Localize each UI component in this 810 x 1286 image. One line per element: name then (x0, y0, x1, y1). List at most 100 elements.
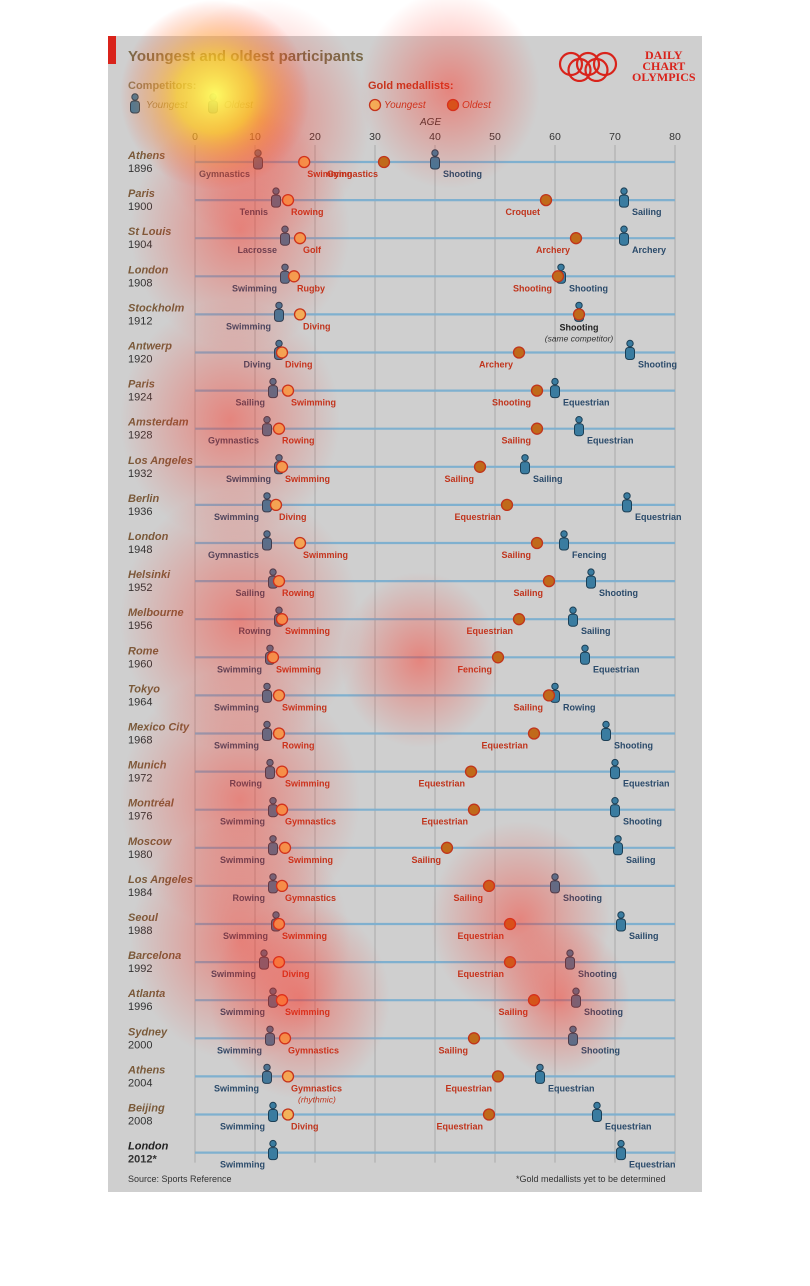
person-body (616, 1147, 626, 1161)
gold-youngest-sport: Swimming (285, 474, 330, 484)
gold-youngest-marker (275, 460, 289, 473)
competitor-youngest-sport: Swimming (232, 283, 277, 293)
city-label: Helsinki (128, 569, 171, 581)
gold-youngest-marker (293, 308, 307, 321)
year-label: 1924 (128, 392, 152, 404)
competitor-youngest-sport: Swimming (214, 1083, 259, 1093)
person-body (610, 804, 620, 818)
competitor-oldest-marker (568, 606, 578, 627)
person-body (268, 1109, 278, 1122)
gold-youngest-marker (272, 574, 286, 588)
competitor-oldest-sport: Shooting (584, 1007, 623, 1017)
person-body (568, 1032, 578, 1046)
person-head (269, 873, 277, 881)
competitor-youngest-sport: Swimming (217, 664, 262, 674)
gold-oldest-marker (482, 1108, 496, 1121)
gold-youngest-sport: Diving (279, 512, 307, 522)
person-body (268, 385, 278, 399)
city-label: St Louis (128, 226, 171, 238)
city-label: Los Angeles (128, 455, 193, 467)
competitor-youngest-marker (262, 1063, 272, 1084)
gold-oldest-sport: Sailing (513, 702, 543, 712)
gold-oldest-sport: Equestrian (457, 969, 504, 979)
gold-youngest-marker (275, 346, 289, 359)
gold-oldest-marker (467, 803, 481, 816)
gold-youngest-marker (275, 879, 289, 893)
competitor-youngest-marker (271, 187, 281, 208)
person-head (281, 225, 289, 233)
city-label: Berlin (128, 493, 159, 505)
gold-youngest-sport: Swimming (285, 779, 330, 789)
gold-youngest-marker (281, 1070, 295, 1083)
competitor-oldest-marker (613, 835, 623, 856)
competitor-youngest-sport: Tennis (240, 207, 268, 217)
competitor-oldest-sport: Shooting (623, 817, 662, 827)
competitor-youngest-sport: Swimming (220, 855, 265, 865)
competitor-oldest-sport: Shooting (581, 1045, 620, 1055)
year-label: 1968 (128, 735, 152, 747)
city-label: Los Angeles (128, 874, 193, 886)
gold-oldest-sport: Gymnastics (327, 169, 378, 179)
gold-oldest-sport: Equestrian (418, 779, 465, 789)
person-body (550, 385, 560, 399)
competitor-youngest-marker (265, 1025, 275, 1046)
person-head (263, 416, 271, 424)
gold-youngest-marker (281, 384, 295, 397)
person-body (535, 1070, 545, 1084)
person-body (619, 194, 629, 208)
accent-bar (108, 36, 116, 64)
gold-youngest-marker (272, 955, 286, 969)
person-head (131, 93, 139, 101)
gold-youngest-sport: Swimming (291, 398, 336, 408)
city-label: Montréal (128, 798, 175, 810)
person-head (275, 454, 283, 462)
gold-youngest-sport: Diving (303, 321, 331, 331)
competitor-youngest-marker (262, 530, 272, 551)
person-head (209, 93, 217, 101)
year-label: 2012* (128, 1154, 157, 1166)
year-label: 1980 (128, 849, 152, 861)
gold-oldest-marker (572, 308, 586, 321)
gold-youngest-marker (293, 232, 307, 245)
competitor-youngest-marker (274, 301, 284, 322)
person-head (254, 149, 262, 157)
daily-chart-logo-text: DAILY CHART OLYMPICS (632, 49, 696, 83)
competitor-youngest-sport: Sailing (235, 588, 265, 598)
year-label: 2000 (128, 1039, 152, 1051)
person-head (575, 301, 583, 310)
gold-oldest-marker (512, 613, 526, 626)
competitor-oldest-marker (601, 720, 611, 741)
gold-youngest-sport: Gymnastics (291, 1083, 342, 1093)
gold-youngest-sport: Rugby (297, 283, 325, 293)
gold-oldest-sport: Equestrian (436, 1122, 483, 1132)
x-tick-label: 10 (249, 131, 261, 143)
person-head (581, 644, 589, 652)
person-head (593, 1101, 601, 1110)
x-tick-label: 30 (369, 131, 381, 143)
gold-youngest-note: (rhythmic) (298, 1094, 336, 1104)
city-label: Seoul (128, 912, 159, 924)
city-label: Athens (127, 1064, 165, 1076)
person-body (262, 1070, 272, 1084)
gold-youngest-sport: Diving (291, 1122, 319, 1132)
gold-oldest-sport: Equestrian (445, 1083, 492, 1093)
gold-oldest-marker (500, 498, 514, 512)
person-body (565, 956, 575, 970)
competitor-youngest-sport: Diving (243, 360, 271, 370)
gold-oldest-marker (503, 955, 517, 969)
competitor-youngest-marker (259, 949, 269, 970)
competitor-oldest-sport: Shooting (638, 360, 677, 370)
gold-oldest-sport: Equestrian (421, 817, 468, 827)
year-label: 1900 (128, 201, 152, 213)
person-body (130, 100, 140, 114)
person-body (559, 537, 569, 551)
competitor-youngest-sport: Rowing (233, 893, 266, 903)
x-tick-label: 40 (429, 131, 441, 143)
competitor-youngest-sport: Swimming (226, 321, 271, 331)
person-head (260, 949, 268, 957)
legend-gold-youngest-marker (368, 98, 382, 112)
competitor-youngest-sport: Swimming (211, 969, 256, 979)
competitor-oldest-sport: Equestrian (629, 1160, 676, 1170)
person-body (271, 194, 281, 208)
